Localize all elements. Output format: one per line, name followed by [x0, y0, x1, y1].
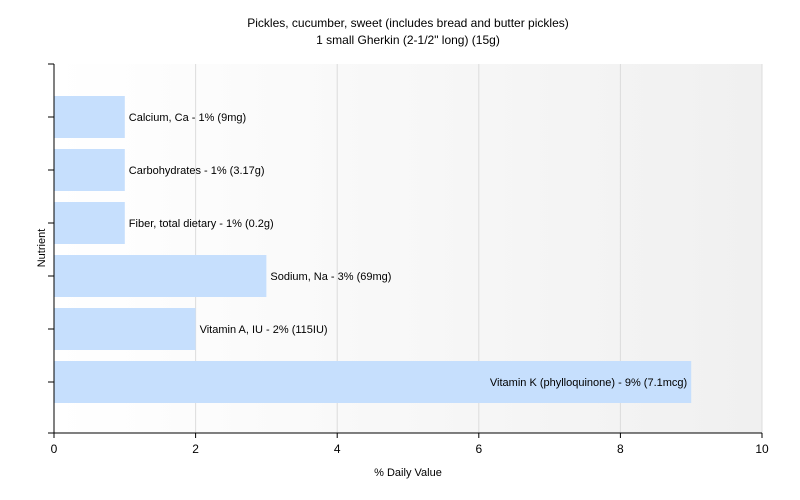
x-tick-label: 6 [475, 442, 482, 456]
bar [54, 96, 125, 138]
bar-label: Calcium, Ca - 1% (9mg) [129, 112, 246, 124]
x-tick-label: 2 [192, 442, 199, 456]
x-tick-label: 8 [617, 442, 624, 456]
bar-label: Carbohydrates - 1% (3.17g) [129, 165, 265, 177]
bar [54, 361, 692, 403]
bar [54, 149, 125, 191]
x-axis-label: % Daily Value [374, 467, 442, 479]
x-tick-label: 10 [755, 442, 769, 456]
y-axis-label: Nutrient [36, 229, 48, 268]
x-tick-label: 0 [51, 442, 58, 456]
bars: Calcium, Ca - 1% (9mg) Carbohydrates - 1%… [54, 96, 692, 403]
x-tick-label: 4 [334, 442, 341, 456]
axes: 0 2 4 6 8 10 [48, 63, 769, 456]
bar-label: Vitamin K (phylloquinone) - 9% (7.1mcg) [490, 377, 687, 389]
bar [54, 202, 125, 244]
chart-subtitle: 1 small Gherkin (2-1/2" long) (15g) [316, 33, 500, 47]
bar-label: Fiber, total dietary - 1% (0.2g) [129, 218, 274, 230]
bar-label: Sodium, Na - 3% (69mg) [270, 271, 391, 283]
bar [54, 255, 267, 297]
bar-label: Vitamin A, IU - 2% (115IU) [200, 324, 328, 336]
chart-title: Pickles, cucumber, sweet (includes bread… [247, 16, 569, 30]
bar [54, 308, 196, 350]
